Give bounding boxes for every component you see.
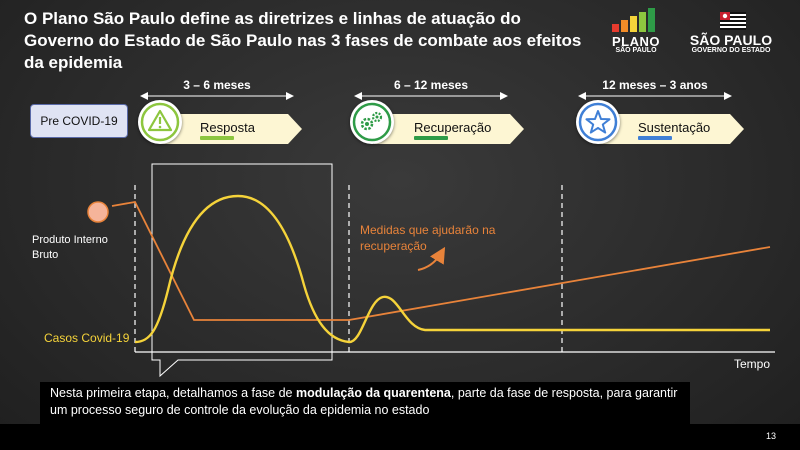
logo-bars: [612, 6, 662, 32]
gears-icon: [350, 100, 394, 144]
star-icon: [576, 100, 620, 144]
caption-text-end: , parte da fase de resposta, para garant…: [50, 386, 678, 417]
phase-name-sustentacao: Sustentação: [638, 120, 711, 135]
warning-icon: [138, 100, 182, 144]
phase-duration-recuperacao: 6 – 12 meses: [393, 78, 469, 92]
phase-banner-sustentacao: Sustentação: [598, 114, 744, 144]
plano-sao-paulo-logo: PLANO SÃO PAULO: [604, 6, 668, 56]
caption-bold-text: modulação da quarentena: [295, 386, 451, 400]
gdp-start-marker: [87, 201, 109, 223]
logo-sp-subtext: GOVERNO DO ESTADO: [691, 47, 771, 54]
measures-label: Medidas que ajudarão na recuperação: [360, 223, 496, 253]
footer-bar: [0, 424, 800, 450]
covid-cases-label: Casos Covid-19: [44, 331, 130, 345]
pre-covid-box: Pre COVID-19: [30, 104, 128, 138]
gdp-curve: [111, 200, 771, 321]
gdp-label: Produto Interno Bruto: [32, 234, 108, 261]
phase-accent-sustentacao: [638, 136, 672, 140]
phase-accent-resposta: [200, 136, 234, 140]
phase-accent-recuperacao: [414, 136, 448, 140]
phase-name-resposta: Resposta: [200, 120, 255, 135]
page-number: 13: [765, 431, 776, 441]
phase-name-recuperacao: Recuperação: [414, 120, 492, 135]
phase-duration-resposta: 3 – 6 meses: [183, 78, 251, 92]
logo-plano-subtext: SÃO PAULO: [615, 47, 657, 54]
phase-banner-recuperacao: Recuperação: [374, 114, 524, 144]
time-axis-label: Tempo: [734, 357, 771, 371]
phase-banner-resposta: Resposta: [160, 114, 302, 144]
page-title: O Plano São Paulo define as diretrizes e…: [24, 9, 582, 72]
logo-plano-text: PLANO: [612, 34, 660, 49]
caption-text-start: Nesta primeira etapa, detalhamos a fase …: [50, 386, 296, 400]
highlight-callout-box: [151, 163, 333, 378]
governo-sp-logo: SÃO PAULO GOVERNO DO ESTADO: [676, 10, 786, 56]
phase-duration-sustentacao: 12 meses – 3 anos: [602, 78, 708, 92]
covid-cases-curve: [134, 194, 770, 344]
caption-box: Nesta primeira etapa, detalhamos a fase …: [40, 382, 690, 424]
measures-arrow: [417, 246, 446, 271]
sp-flag-icon: [720, 12, 746, 30]
logo-sp-text: SÃO PAULO: [689, 32, 773, 48]
